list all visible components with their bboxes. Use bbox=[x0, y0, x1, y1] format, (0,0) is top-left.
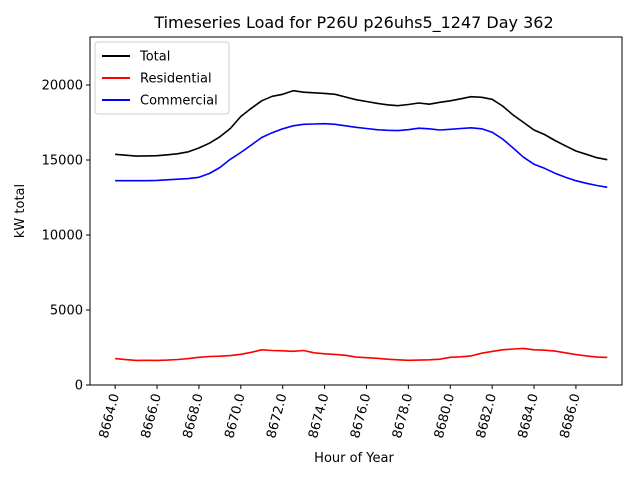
legend-label-residential: Residential bbox=[140, 72, 212, 87]
y-tick-label: 15000 bbox=[42, 154, 83, 169]
series-line-residential bbox=[115, 347, 608, 362]
y-tick-label: 5000 bbox=[50, 304, 83, 319]
x-axis-label: Hour of Year bbox=[314, 451, 394, 466]
y-tick-label: 0 bbox=[75, 379, 83, 394]
series-line-total bbox=[115, 89, 608, 161]
series-line-commercial bbox=[115, 122, 608, 189]
y-tick-label: 20000 bbox=[42, 79, 83, 94]
y-axis-ticks: 0 5000 10000 15000 20000 bbox=[42, 79, 90, 394]
chart-title: Timeseries Load for P26U p26uhs5_1247 Da… bbox=[153, 13, 553, 33]
legend-box bbox=[94, 41, 230, 115]
y-axis-label: kW total bbox=[13, 184, 28, 238]
legend-label-total: Total bbox=[139, 50, 170, 65]
plot-frame bbox=[89, 36, 623, 386]
legend-label-commercial: Commercial bbox=[140, 94, 218, 109]
legend: Total Residential Commercial bbox=[94, 41, 230, 115]
y-tick-label: 10000 bbox=[42, 229, 83, 244]
series-layer bbox=[115, 89, 608, 362]
